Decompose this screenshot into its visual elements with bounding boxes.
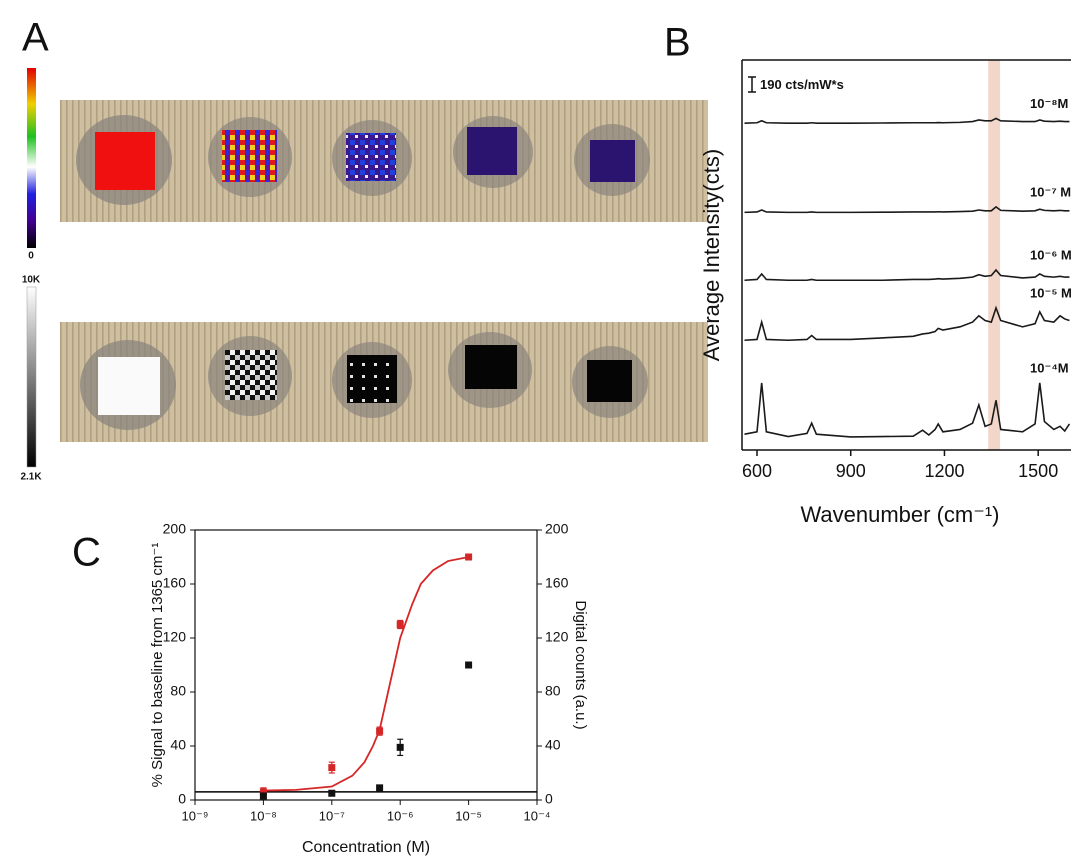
x-tick-label: 10⁻⁸ — [250, 808, 277, 823]
x-tick-label: 10⁻⁶ — [387, 808, 414, 823]
intensity-map-strip — [60, 322, 708, 442]
series-label: 10⁻⁶ M — [1030, 247, 1072, 262]
x-tick-label: 10⁻⁹ — [182, 808, 209, 823]
x-axis-title: Concentration (M) — [302, 839, 430, 856]
x-tick-label: 600 — [742, 461, 772, 481]
colorbar — [27, 68, 36, 248]
panel-label: A — [22, 16, 49, 60]
colorbar — [26, 286, 37, 468]
data-point — [376, 727, 384, 735]
colorbar-label: 0 — [28, 251, 34, 262]
data-point — [465, 661, 473, 669]
y2-tick-label: 200 — [545, 521, 569, 537]
y2-tick-label: 40 — [545, 737, 561, 753]
sers-map-strip — [60, 100, 708, 222]
x-tick-label: 1500 — [1018, 461, 1058, 481]
x-tick-label: 900 — [836, 461, 866, 481]
y2-axis-title: Digital counts (a.u.) — [572, 600, 589, 729]
y-tick-label: 80 — [170, 683, 186, 699]
y2-tick-label: 80 — [545, 683, 561, 699]
series-label: 10⁻⁷ M — [1030, 184, 1071, 199]
y-tick-label: 120 — [163, 629, 187, 645]
scale-bar-label: 190 cts/mW*s — [760, 77, 844, 92]
x-tick-label: 10⁻⁴ — [524, 808, 551, 823]
spectrum — [744, 268, 1070, 282]
highlight-band — [988, 60, 1001, 450]
data-point — [376, 784, 384, 792]
x-tick-label: 10⁻⁵ — [455, 808, 482, 823]
y-tick-label: 160 — [163, 575, 187, 591]
plot-frame — [194, 529, 538, 801]
spectrum — [744, 205, 1070, 214]
data-point — [328, 764, 336, 772]
data-point — [328, 789, 336, 797]
data-point — [259, 788, 267, 796]
colorbar-label: 10K — [22, 275, 41, 286]
spectrum — [744, 305, 1070, 342]
panel-label: C — [72, 531, 101, 575]
spectrum — [744, 382, 1071, 438]
series-label: 10⁻⁸M — [1030, 96, 1068, 111]
spectrum — [744, 117, 1070, 124]
data-point — [465, 553, 473, 561]
fit-curve — [263, 556, 469, 792]
series-label: 10⁻⁵ M — [1030, 285, 1072, 300]
y2-tick-label: 0 — [545, 791, 553, 807]
data-point — [396, 621, 404, 628]
y-tick-label: 40 — [170, 737, 186, 753]
x-tick-label: 10⁻⁷ — [319, 808, 345, 823]
data-point — [396, 743, 404, 751]
panel-label: B — [664, 21, 691, 65]
data-point — [259, 792, 267, 800]
y-axis-title: % Signal to baseline from 1365 cm⁻¹ — [149, 543, 166, 788]
series-label: 10⁻⁴M — [1030, 360, 1069, 375]
y2-tick-label: 160 — [545, 575, 569, 591]
x-tick-label: 1200 — [924, 461, 964, 481]
x-axis-title: Wavenumber (cm⁻¹) — [800, 502, 999, 527]
y-tick-label: 0 — [178, 791, 186, 807]
y-axis-title: Average Intensity(cts) — [699, 149, 724, 361]
y2-tick-label: 120 — [545, 629, 569, 645]
y-tick-label: 200 — [163, 521, 187, 537]
colorbar-label: 2.1K — [20, 472, 42, 483]
